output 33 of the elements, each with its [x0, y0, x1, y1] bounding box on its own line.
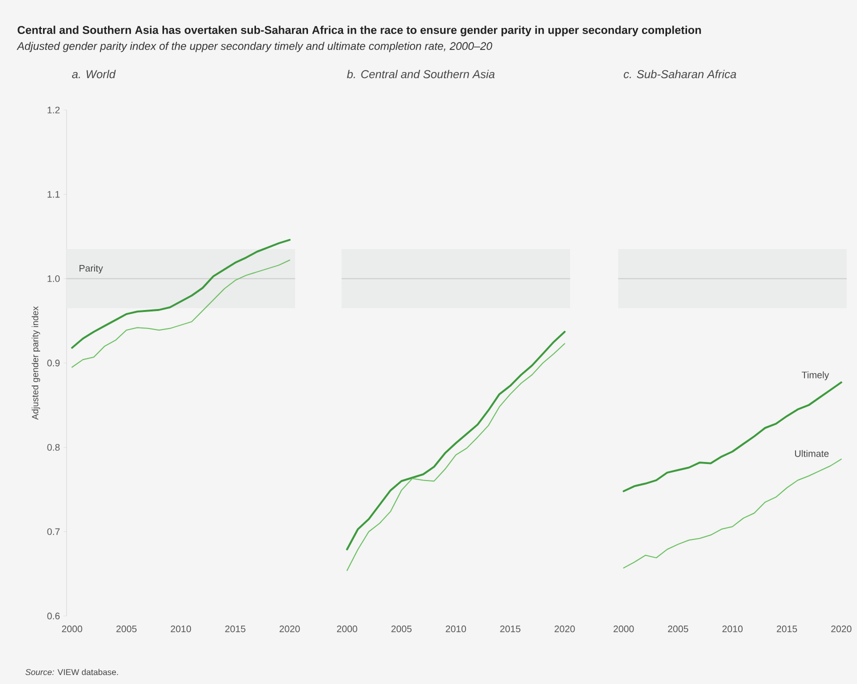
x-tick-label: 2010 — [170, 626, 191, 632]
series-label: Timely — [802, 371, 830, 380]
y-tick-label: 0.7 — [47, 528, 60, 536]
y-tick-label: 1.2 — [48, 106, 60, 114]
x-tick-label: 2015 — [500, 626, 520, 632]
y-tick-label: 1.1 — [48, 191, 60, 198]
x-tick-label: 2000 — [62, 626, 82, 632]
chart-title: c. Sub-Saharan Africa — [624, 70, 736, 78]
text: Adjusted gender parity index of the upper secondary timely and ultimate completion rate, 2000–20 — [16, 42, 492, 52]
text: Source: VIEW database. — [25, 668, 118, 676]
x-tick-label: 2000 — [614, 626, 634, 632]
x-tick-label: 2015 — [776, 626, 797, 632]
y-tick-label: 0.9 — [47, 360, 60, 366]
x-tick-label: 2015 — [225, 626, 246, 632]
y-axis-title: Adjusted gender parity index — [32, 306, 40, 420]
x-tick-label: 2020 — [554, 626, 575, 632]
x-tick-label: 2010 — [446, 626, 466, 632]
series-label: Ultimate — [795, 450, 829, 457]
x-tick-label: 2005 — [116, 626, 137, 632]
chart-title: b. Central and Southern Asia — [346, 70, 495, 78]
x-tick-label: 2005 — [668, 626, 688, 632]
x-tick-label: 2020 — [831, 626, 852, 632]
line-series — [72, 260, 290, 368]
y-tick-label: 0.6 — [47, 612, 60, 620]
y-tick-label: 1.0 — [48, 275, 60, 282]
y-tick-label: 0.8 — [47, 444, 60, 451]
ref-line-label: Parity — [80, 264, 103, 274]
chart-title: a. World — [72, 70, 116, 78]
text: Central and Southern Asia has overtaken sub-Saharan Africa in the race to ensure gender parity in upper secondary completion — [18, 26, 701, 36]
x-tick-label: 2000 — [336, 626, 358, 632]
x-tick-label: 2010 — [722, 626, 743, 632]
x-tick-label: 2005 — [391, 626, 412, 632]
x-tick-label: 2020 — [280, 626, 300, 632]
